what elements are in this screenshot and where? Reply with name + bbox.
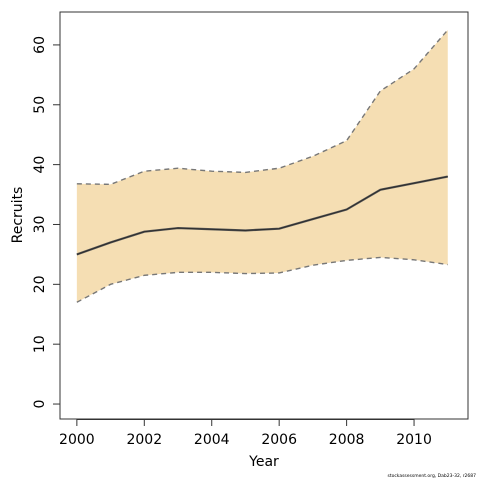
y-tick-label-50: 50 [32, 96, 48, 114]
series-lines-layer [76, 29, 449, 303]
y-axis-title: Recruits [10, 187, 26, 244]
confidence-band-layer [76, 29, 448, 303]
confidence-band [76, 29, 448, 303]
y-tick-label-60: 60 [32, 36, 48, 54]
x-tick-label-2000: 2000 [59, 432, 95, 448]
series-line-estimate-core [76, 176, 448, 255]
y-tick-label-30: 30 [32, 216, 48, 234]
y-tick-label-40: 40 [32, 156, 48, 174]
y-tick-label-10: 10 [32, 335, 48, 353]
footer-credit: stockassessment.org, Dab23-32, r2687 [387, 474, 476, 479]
x-tick-label-2004: 2004 [194, 432, 230, 448]
x-tick-label-2008: 2008 [329, 432, 365, 448]
x-tick-label-2010: 2010 [396, 432, 432, 448]
y-tick-label-0: 0 [32, 400, 48, 409]
x-tick-label-2002: 2002 [126, 432, 162, 448]
y-tick-label-20: 20 [32, 275, 48, 293]
x-tick-label-2006: 2006 [261, 432, 297, 448]
series-line-upper [76, 29, 449, 186]
x-axis-title: Year [248, 454, 279, 470]
series-line-lower [76, 256, 448, 303]
axes-layer: 2000 2002 2004 2006 2008 2010 0 10 20 30 40 50 60 [32, 36, 432, 448]
